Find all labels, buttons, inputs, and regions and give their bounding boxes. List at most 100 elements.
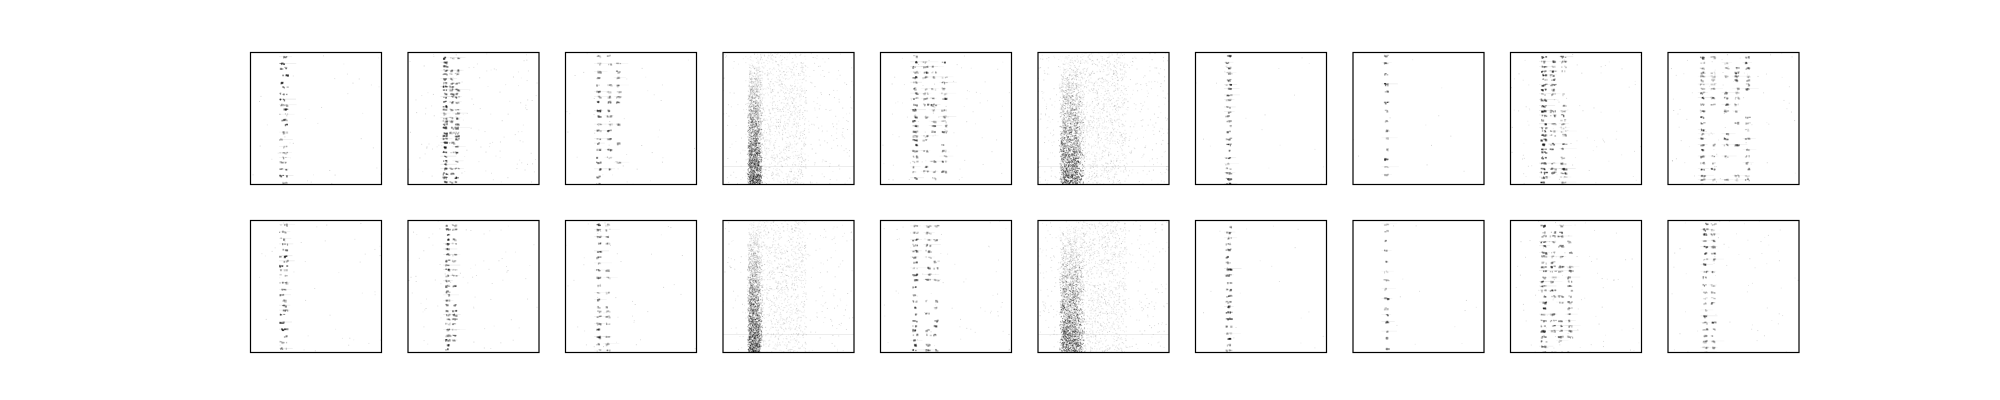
heatmap-cell [915,156,918,158]
heatmap-cell [757,142,759,144]
heatmap-cell [753,78,755,80]
heatmap-cell [842,117,844,119]
heatmap-cell [754,143,756,145]
heatmap-cell [754,140,756,142]
heatmap-cell [924,61,926,64]
heatmap-cell [800,153,802,155]
heatmap-cell [756,157,758,159]
heatmap-cell [606,91,609,93]
heatmap-cell [753,144,755,146]
heatmap-cell [752,141,754,143]
heatmap-cell [909,162,911,164]
heatmap-cell [747,58,749,60]
heatmap-cell [798,110,800,112]
heatmap-cell [760,123,762,125]
heatmap-cell [751,80,753,82]
heatmap-cell [756,148,758,150]
heatmap-cell [617,101,620,103]
heatmap-cell [723,77,725,79]
heatmap-cell [748,141,750,143]
heatmap-cell [443,73,445,75]
heatmap-cell [750,159,752,161]
heatmap-cell [757,147,759,149]
heatmap-cell [527,99,529,101]
heatmap-cell [458,82,461,84]
heatmap-cell [754,151,756,153]
heatmap-cell [934,161,937,164]
heatmap-cell [598,149,602,151]
heatmap-cell [279,98,282,101]
heatmap-cell [771,54,773,56]
heatmap-cell [933,125,936,127]
heatmap-cell [749,160,751,162]
heatmap-cell [915,82,918,84]
heatmap-cell [757,163,759,165]
heatmap-cell [751,161,753,163]
heatmap-cell [446,69,449,71]
heatmap-cell [753,140,755,142]
heatmap-cell [444,176,448,178]
heatmap-cell [814,57,816,59]
heatmap-cell [619,96,622,98]
heatmap-cell [750,133,752,135]
heatmap-cell [284,119,287,122]
heatmap-cell [748,122,750,124]
heatmap-cell [757,81,759,83]
heatmap-cell [754,85,756,87]
heatmap-cell [749,180,751,182]
heatmap-cell [1132,89,1134,91]
heatmap-cell [793,182,795,184]
heatmap-cell [466,112,468,114]
heatmap-cell [764,150,766,152]
heatmap-cell [751,121,753,123]
heatmap-cell [833,126,835,128]
heatmap-cell [757,174,759,176]
heatmap-cell [748,95,750,97]
heatmap-cell [755,140,757,142]
heatmap-cell [803,129,805,131]
heatmap-cell [923,98,925,101]
heatmap-cell [753,107,755,109]
heatmap-cell [759,132,761,134]
heatmap-cell [617,143,619,146]
heatmap-cell [754,107,756,109]
heatmap-cell [512,76,514,78]
heatmap-cell [795,136,797,138]
heatmap-cell [280,82,283,84]
heatmap-cell [748,115,750,117]
heatmap-cell [750,138,752,140]
heatmap-cell [501,120,503,122]
heatmap-cell [604,149,614,150]
heatmap-cell [279,92,282,95]
heatmap-cell [757,96,759,98]
heatmap-cell [787,124,789,126]
heatmap-cell [799,86,801,88]
heatmap-cell [618,96,620,98]
heatmap-cell [751,78,753,80]
heatmap-cell [1058,145,1060,147]
heatmap-cell [757,163,759,165]
heatmap-cell [754,132,756,134]
heatmap-cell [606,156,608,159]
heatmap-cell [979,93,981,95]
heatmap-cell [761,165,763,167]
heatmap-cell [500,181,502,183]
heatmap-cell [617,77,619,80]
heatmap-cell [792,155,794,157]
heatmap-cell [926,97,929,100]
heatmap-cell [820,92,822,94]
heatmap-cell [594,63,611,64]
heatmap-cell [781,60,783,62]
heatmap-cell [882,144,884,146]
heatmap-cell [749,153,751,155]
heatmap-cell [757,180,759,182]
heatmap-cell [286,86,289,88]
heatmap-cell [749,153,751,155]
heatmap-cell [450,121,453,124]
heatmap-cell [790,91,792,93]
heatmap-cell [488,146,490,148]
heatmap-cell [753,106,755,108]
heatmap-cell [753,176,755,178]
heatmap-cell [972,111,974,113]
heatmap-cell [788,109,790,111]
